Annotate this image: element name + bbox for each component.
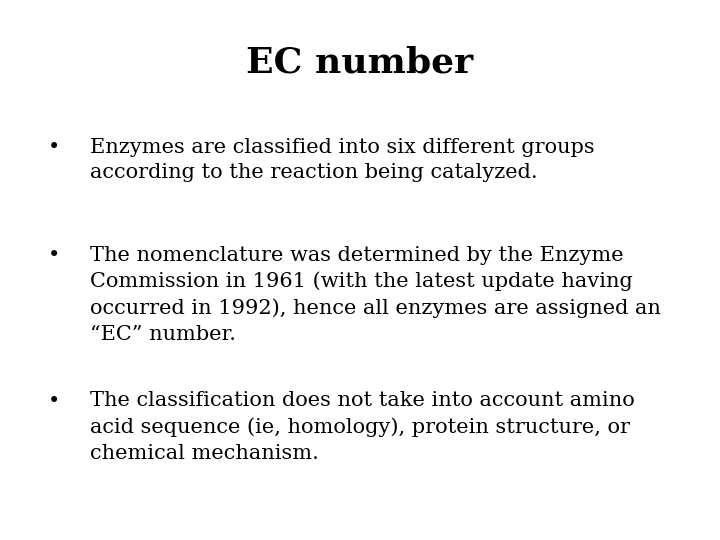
Text: The nomenclature was determined by the Enzyme
Commission in 1961 (with the lates: The nomenclature was determined by the E… (90, 246, 661, 344)
Text: •: • (48, 392, 60, 410)
Text: •: • (48, 246, 60, 265)
Text: •: • (48, 138, 60, 157)
Text: EC number: EC number (246, 46, 474, 80)
Text: The classification does not take into account amino
acid sequence (ie, homology): The classification does not take into ac… (90, 392, 635, 463)
Text: Enzymes are classified into six different groups
according to the reaction being: Enzymes are classified into six differen… (90, 138, 595, 183)
